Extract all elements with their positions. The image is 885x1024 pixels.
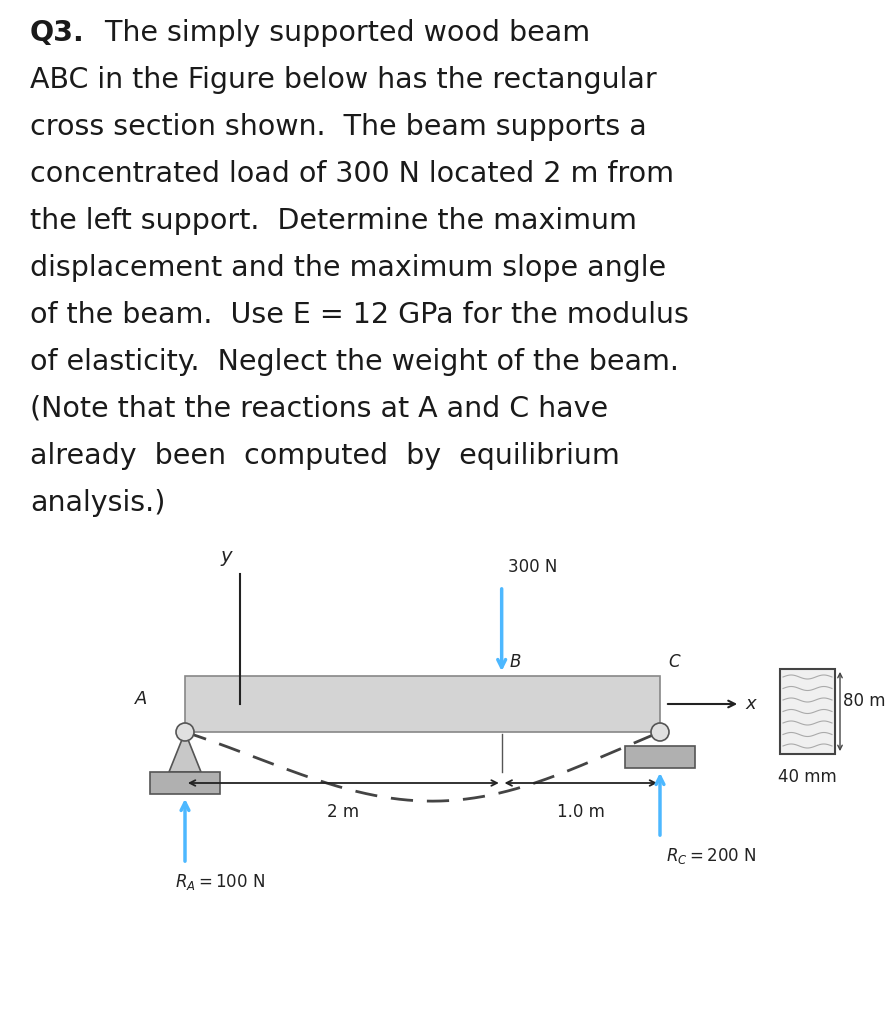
Bar: [185, 676, 660, 732]
Text: of the beam.  Use E = 12 GPa for the modulus: of the beam. Use E = 12 GPa for the modu…: [30, 301, 689, 329]
Text: 300 N: 300 N: [508, 558, 557, 575]
Text: x: x: [745, 695, 756, 713]
Text: (Note that the reactions at A and C have: (Note that the reactions at A and C have: [30, 395, 608, 423]
Text: already  been  computed  by  equilibrium: already been computed by equilibrium: [30, 442, 620, 470]
Text: $R_A = 100\ \mathrm{N}$: $R_A = 100\ \mathrm{N}$: [175, 872, 266, 892]
Text: displacement and the maximum slope angle: displacement and the maximum slope angle: [30, 254, 666, 282]
Text: analysis.): analysis.): [30, 489, 165, 517]
Text: Q3.: Q3.: [30, 19, 85, 47]
Bar: [625, 746, 695, 768]
Text: 1.0 m: 1.0 m: [557, 803, 604, 821]
Text: 40 mm: 40 mm: [778, 768, 837, 786]
Text: 80 mm: 80 mm: [843, 692, 885, 711]
Text: cross section shown.  The beam supports a: cross section shown. The beam supports a: [30, 113, 647, 141]
Text: ABC in the Figure below has the rectangular: ABC in the Figure below has the rectangu…: [30, 66, 657, 94]
Circle shape: [651, 723, 669, 741]
Text: y: y: [220, 547, 232, 566]
Circle shape: [176, 723, 194, 741]
Bar: [150, 772, 220, 794]
Polygon shape: [169, 732, 201, 772]
Text: $R_C = 200\ \mathrm{N}$: $R_C = 200\ \mathrm{N}$: [666, 846, 757, 866]
Text: A: A: [135, 690, 147, 708]
Text: 2 m: 2 m: [327, 803, 359, 821]
Text: The simply supported wood beam: The simply supported wood beam: [78, 19, 590, 47]
Text: the left support.  Determine the maximum: the left support. Determine the maximum: [30, 207, 637, 234]
Bar: [780, 669, 835, 754]
Text: C: C: [668, 653, 680, 671]
Text: concentrated load of 300 N located 2 m from: concentrated load of 300 N located 2 m f…: [30, 160, 674, 188]
Text: of elasticity.  Neglect the weight of the beam.: of elasticity. Neglect the weight of the…: [30, 348, 679, 376]
Text: B: B: [510, 653, 521, 671]
